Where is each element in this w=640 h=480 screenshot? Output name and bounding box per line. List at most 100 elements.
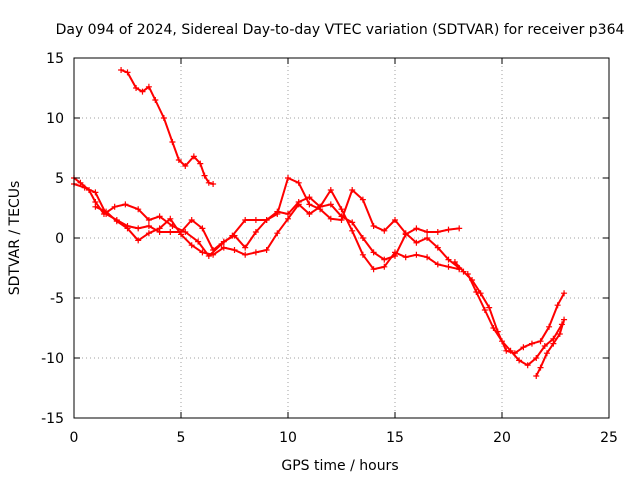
data-point	[499, 338, 505, 345]
y-tick-label: -15	[41, 411, 64, 427]
data-point	[152, 97, 159, 103]
data-point	[543, 350, 550, 357]
data-point	[210, 181, 217, 187]
data-point	[118, 67, 125, 73]
data-point	[507, 347, 514, 354]
data-point	[199, 225, 206, 232]
data-point	[169, 139, 176, 145]
data-point	[554, 302, 561, 309]
data-point	[77, 179, 84, 186]
data-point	[190, 153, 197, 160]
series-line	[535, 318, 566, 377]
data-point	[413, 225, 420, 232]
series-line	[453, 261, 566, 355]
data-point	[81, 184, 88, 191]
data-point	[402, 230, 409, 237]
data-point	[490, 325, 497, 331]
data-point	[306, 194, 313, 201]
data-point	[381, 256, 388, 263]
data-point	[103, 208, 110, 215]
data-point	[317, 203, 324, 210]
data-point	[424, 229, 431, 235]
data-point	[338, 217, 345, 223]
data-point	[528, 340, 535, 347]
data-point	[370, 266, 377, 273]
data-point	[516, 357, 523, 364]
y-tick-label: 15	[46, 51, 64, 67]
data-point	[370, 249, 377, 256]
data-point	[306, 211, 313, 217]
y-axis-label: SDTVAR / TECUs	[7, 181, 23, 296]
data-point	[156, 213, 163, 220]
data-point	[135, 206, 142, 213]
series-arc-4	[92, 187, 463, 273]
series-line	[120, 69, 215, 185]
data-point	[561, 290, 568, 297]
y-tick-label: 0	[55, 231, 64, 247]
data-point	[445, 263, 452, 270]
data-point	[197, 160, 204, 167]
y-tick-label: 5	[55, 171, 64, 187]
data-point	[145, 217, 152, 223]
data-point	[327, 187, 334, 193]
chart-title: Day 094 of 2024, Sidereal Day-to-day VTE…	[56, 22, 625, 38]
series-arc-1	[118, 67, 217, 187]
data-point	[188, 242, 195, 249]
data-point	[349, 187, 356, 193]
data-point	[537, 364, 544, 371]
data-point	[456, 225, 463, 232]
data-point	[122, 201, 129, 208]
data-point	[392, 249, 398, 256]
x-tick-label: 25	[600, 430, 618, 446]
data-point	[285, 215, 291, 222]
data-point	[274, 230, 281, 237]
data-point	[402, 254, 409, 261]
data-point	[205, 179, 212, 186]
data-point	[145, 83, 152, 90]
data-point	[188, 217, 195, 223]
y-tick-label: 10	[46, 111, 64, 127]
data-point	[359, 235, 366, 241]
data-point	[263, 217, 270, 223]
data-point	[252, 217, 259, 223]
data-point	[167, 229, 174, 235]
data-point	[252, 229, 259, 235]
data-point	[199, 249, 206, 256]
data-point	[124, 225, 131, 232]
data-point	[133, 85, 140, 91]
data-point	[413, 251, 420, 258]
data-point	[481, 307, 488, 313]
data-point	[145, 223, 152, 229]
data-point	[473, 289, 480, 295]
y-tick-label: -5	[50, 291, 64, 307]
data-point	[413, 239, 420, 246]
data-point	[220, 244, 227, 251]
data-point	[210, 251, 217, 258]
grid	[74, 58, 609, 418]
data-point	[182, 163, 189, 169]
data-point	[201, 172, 208, 179]
data-point	[451, 259, 458, 265]
data-point	[477, 290, 484, 297]
x-tick-label: 5	[177, 430, 186, 446]
data-point	[486, 304, 493, 311]
data-point	[195, 238, 202, 245]
data-point	[231, 232, 238, 239]
x-tick-label: 0	[70, 430, 79, 446]
data-point	[139, 88, 146, 95]
data-point	[561, 316, 568, 323]
data-point	[434, 244, 441, 251]
data-point	[359, 196, 366, 203]
data-point	[220, 238, 227, 245]
data-point	[242, 251, 249, 258]
y-tick-label: -10	[41, 351, 64, 367]
data-point	[295, 179, 302, 186]
data-point	[550, 340, 557, 347]
data-point	[524, 362, 531, 369]
x-tick-label: 20	[493, 430, 511, 446]
data-point	[306, 201, 313, 208]
data-point	[178, 231, 184, 238]
data-point	[460, 268, 467, 275]
x-tick-label: 15	[386, 430, 404, 446]
data-point	[175, 157, 182, 163]
